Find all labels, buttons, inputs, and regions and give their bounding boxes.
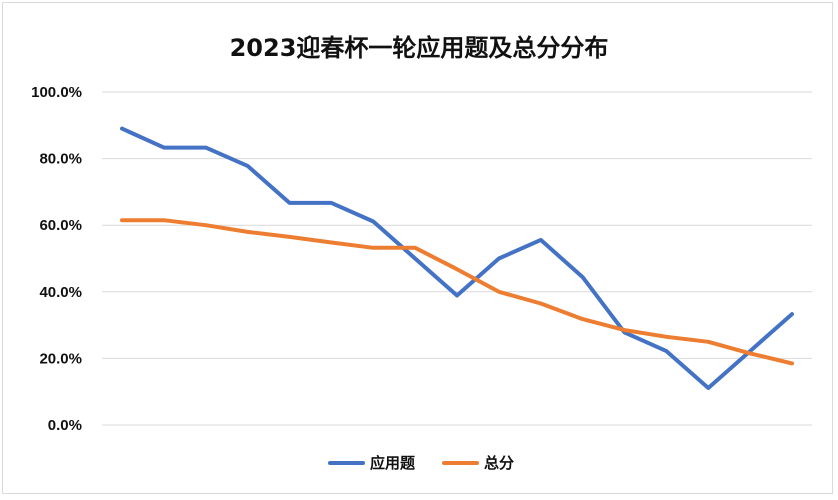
gridlines	[102, 91, 812, 426]
series-lines	[120, 126, 794, 390]
legend-label: 应用题	[370, 454, 416, 472]
legend-item-1: 总分	[442, 454, 514, 472]
y-tick-label: 60.0%	[39, 217, 82, 234]
legend: 应用题 总分	[328, 454, 514, 472]
legend-item-0: 应用题	[328, 454, 416, 472]
series-line-0	[120, 126, 794, 390]
y-tick-label: 0.0%	[48, 417, 82, 434]
chart-title: 2023迎春杯一轮应用题及总分分布	[230, 34, 609, 62]
series-line-1	[120, 218, 794, 366]
legend-label: 总分	[484, 454, 514, 472]
y-axis-ticks: 0.0% 20.0% 40.0% 60.0% 80.0% 100.0%	[31, 84, 82, 434]
y-tick-label: 40.0%	[39, 284, 82, 301]
y-tick-label: 100.0%	[31, 84, 82, 101]
y-tick-label: 80.0%	[39, 151, 82, 168]
y-tick-label: 20.0%	[39, 350, 82, 367]
